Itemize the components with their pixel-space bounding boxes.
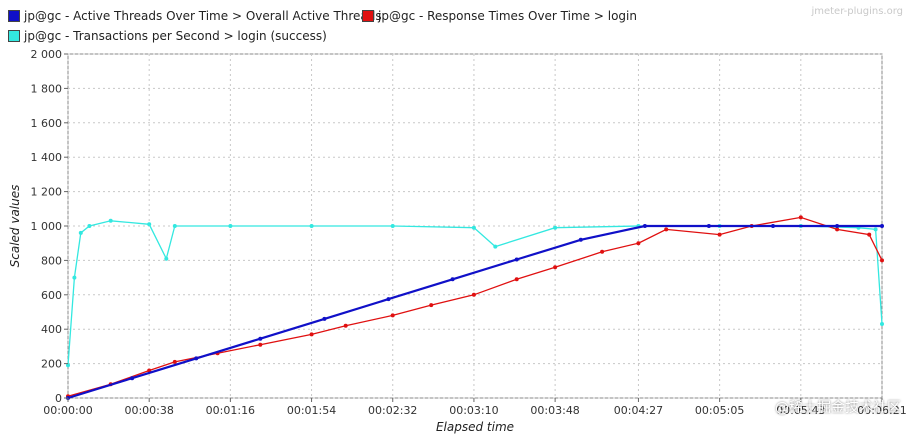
data-point-series-1 xyxy=(600,249,605,254)
legend-entry-response-times: jp@gc - Response Times Over Time > login xyxy=(362,8,637,24)
data-point-series-2 xyxy=(87,224,92,228)
data-point-series-1 xyxy=(343,323,348,328)
jmeter-plugins-watermark: jmeter-plugins.org xyxy=(811,6,903,17)
data-point-series-1 xyxy=(664,227,669,232)
data-point-series-0 xyxy=(771,224,775,228)
data-point-series-2 xyxy=(172,224,177,228)
y-tick-label: 1 400 xyxy=(31,151,63,164)
y-tick-label: 1 200 xyxy=(31,186,63,199)
data-point-series-0 xyxy=(514,257,519,262)
y-axis-title: Scaled values xyxy=(8,185,22,268)
data-point-series-2 xyxy=(66,363,70,368)
data-point-series-1 xyxy=(880,258,884,263)
x-tick-label: 00:06:21 xyxy=(857,404,906,417)
y-tick-label: 0 xyxy=(55,392,62,405)
y-tick-label: 400 xyxy=(41,323,62,336)
y-tick-label: 1 800 xyxy=(31,82,63,95)
data-point-series-2 xyxy=(493,244,498,249)
y-tick-label: 600 xyxy=(41,289,62,302)
y-tick-label: 1 000 xyxy=(31,220,63,233)
y-tick-label: 1 600 xyxy=(31,117,63,130)
data-point-series-2 xyxy=(78,230,83,235)
data-point-series-2 xyxy=(228,224,233,228)
series-layer xyxy=(66,215,884,400)
x-tick-label: 00:03:10 xyxy=(449,404,498,417)
x-tick-label: 00:01:54 xyxy=(287,404,336,417)
data-point-series-0 xyxy=(706,224,711,228)
x-tick-label: 00:00:38 xyxy=(124,404,173,417)
data-point-series-2 xyxy=(309,224,314,228)
legend-label-response-times: jp@gc - Response Times Over Time > login xyxy=(378,9,637,23)
data-point-series-0 xyxy=(880,224,884,228)
data-point-series-0 xyxy=(578,237,583,242)
y-tick-label: 2 000 xyxy=(31,48,63,61)
x-tick-label: 00:04:27 xyxy=(614,404,663,417)
data-point-series-2 xyxy=(72,275,77,280)
legend-entry-transactions: jp@gc - Transactions per Second > login … xyxy=(8,28,327,44)
data-point-series-1 xyxy=(258,342,263,347)
x-axis-title: Elapsed time xyxy=(436,420,514,434)
data-point-series-1 xyxy=(636,241,641,246)
legend-label-active-threads: jp@gc - Active Threads Over Time > Overa… xyxy=(24,9,382,23)
legend-swatch-transactions xyxy=(8,30,20,42)
site-watermark: @稀土掘金技术社区 xyxy=(775,400,901,416)
data-point-series-1 xyxy=(798,215,803,220)
data-point-series-2 xyxy=(471,225,476,230)
legend-swatch-response-times xyxy=(362,10,374,22)
axis-ticks: 0 200 400 600 800 1 000 1 200 1 400 1 600 1 800 2 … xyxy=(31,48,907,417)
data-point-series-0 xyxy=(835,224,840,228)
legend-label-transactions: jp@gc - Transactions per Second > login … xyxy=(24,29,327,43)
data-point-series-1 xyxy=(390,313,395,318)
data-point-series-0 xyxy=(194,356,199,361)
y-tick-label: 200 xyxy=(41,358,62,371)
data-point-series-1 xyxy=(514,277,519,282)
data-point-series-1 xyxy=(429,303,434,308)
data-point-series-1 xyxy=(717,232,722,237)
data-point-series-0 xyxy=(322,316,327,321)
data-point-series-2 xyxy=(147,222,152,227)
data-point-series-2 xyxy=(390,224,395,228)
data-point-series-1 xyxy=(553,265,558,270)
data-point-series-2 xyxy=(880,322,884,326)
data-point-series-1 xyxy=(172,359,177,364)
x-tick-label: 00:01:16 xyxy=(206,404,255,417)
legend-swatch-active-threads xyxy=(8,10,20,22)
data-point-series-1 xyxy=(309,332,314,337)
x-tick-label: 00:02:32 xyxy=(368,404,417,417)
x-tick-label: 00:05:43 xyxy=(776,404,825,417)
data-point-series-2 xyxy=(873,227,878,232)
data-point-series-2 xyxy=(553,225,558,230)
y-tick-label: 800 xyxy=(41,254,62,267)
data-point-series-1 xyxy=(867,232,872,237)
legend-entry-active-threads: jp@gc - Active Threads Over Time > Overa… xyxy=(8,8,382,24)
x-tick-label: 00:03:48 xyxy=(530,404,579,417)
data-point-series-1 xyxy=(835,227,840,232)
data-point-series-0 xyxy=(450,277,455,282)
data-point-series-1 xyxy=(471,292,476,297)
data-point-series-0 xyxy=(386,297,391,302)
series-line-0 xyxy=(67,224,882,400)
data-point-series-0 xyxy=(130,376,135,381)
data-point-series-2 xyxy=(164,256,169,261)
data-point-series-2 xyxy=(108,218,113,223)
data-point-series-0 xyxy=(642,224,647,228)
data-point-series-0 xyxy=(258,336,263,341)
x-tick-label: 00:00:00 xyxy=(43,404,92,417)
x-tick-label: 00:05:05 xyxy=(695,404,744,417)
